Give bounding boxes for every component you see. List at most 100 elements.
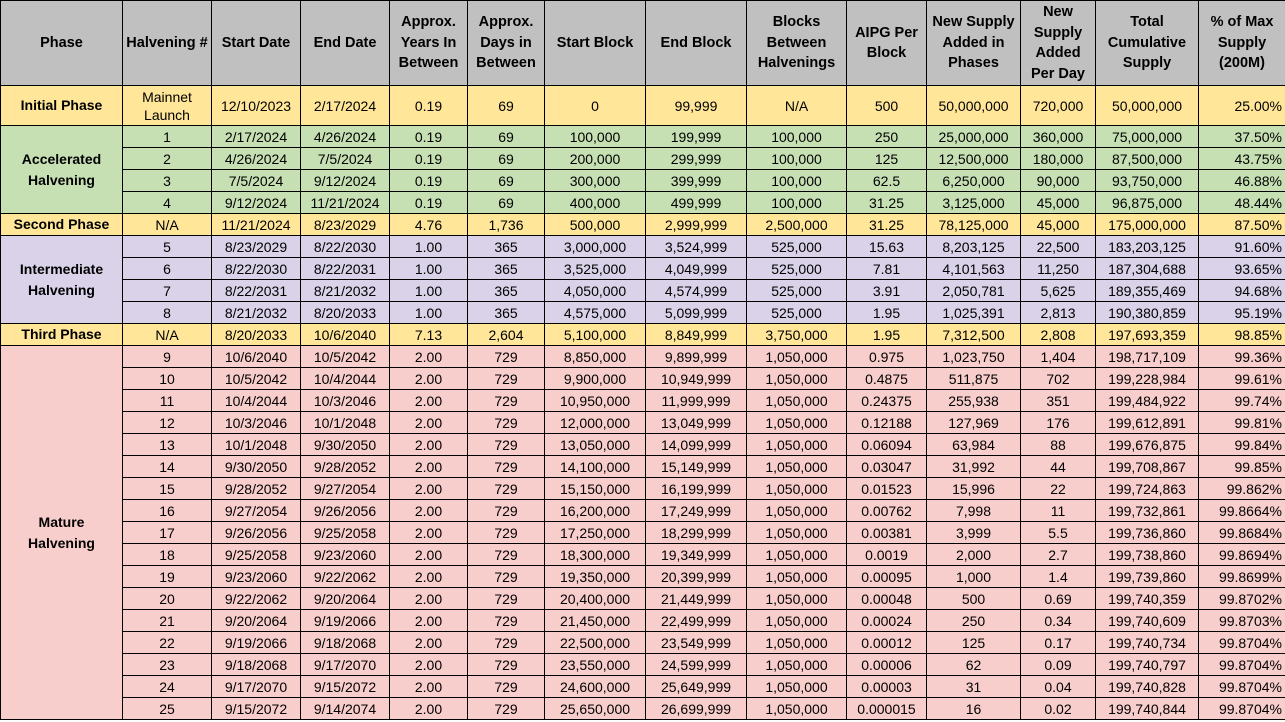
column-header: % of Max Supply (200M): [1198, 0, 1285, 86]
table-cell: 3,750,000: [746, 323, 847, 346]
table-cell: 8/21/2032: [300, 279, 390, 302]
table-cell: 46.88%: [1198, 169, 1285, 192]
table-cell: 1,050,000: [746, 389, 847, 412]
column-header: Blocks Between Halvenings: [746, 0, 847, 86]
table-cell: 18,299,999: [645, 521, 747, 544]
table-cell: 10: [122, 367, 212, 390]
table-cell: 8/23/2029: [300, 213, 390, 236]
table-cell: 17: [122, 521, 212, 544]
table-cell: 9/22/2062: [300, 565, 390, 588]
table-cell: 100,000: [544, 125, 646, 148]
table-cell: 25,650,000: [544, 697, 646, 720]
table-cell: 100,000: [746, 147, 847, 170]
table-cell: 360,000: [1020, 125, 1096, 148]
table-cell: 2.7: [1020, 543, 1096, 566]
table-cell: 1,050,000: [746, 455, 847, 478]
table-cell: 1,050,000: [746, 587, 847, 610]
table-row: 24 9/17/2070 9/15/2072 2.00 729 24,600,000 25,…: [1, 675, 1285, 698]
table-cell: 99.81%: [1198, 411, 1285, 434]
column-header: Start Date: [211, 0, 301, 86]
table-cell: 0.00095: [846, 565, 927, 588]
table-cell: 1.95: [846, 301, 927, 324]
table-cell: 99.8684%: [1198, 521, 1285, 544]
table-cell: 99.8704%: [1198, 631, 1285, 654]
table-cell: 69: [467, 85, 545, 126]
table-cell: 1.00: [389, 235, 468, 258]
table-cell: 2.00: [389, 455, 468, 478]
table-cell: 22,499,999: [645, 609, 747, 632]
table-cell: 2.00: [389, 675, 468, 698]
column-header: Total Cumulative Supply: [1095, 0, 1199, 86]
table-cell: 1,050,000: [746, 477, 847, 500]
table-cell: 199,676,875: [1095, 433, 1199, 456]
table-cell: 95.19%: [1198, 301, 1285, 324]
table-cell: 9/25/2058: [300, 521, 390, 544]
table-row: 22 9/19/2066 9/18/2068 2.00 729 22,500,000 23,…: [1, 631, 1285, 654]
table-cell: 1,023,750: [926, 345, 1021, 368]
table-cell: 5: [122, 235, 212, 258]
table-cell: 19: [122, 565, 212, 588]
table-cell: 365: [467, 279, 545, 302]
table-cell: 9/27/2054: [300, 477, 390, 500]
table-cell: 16: [122, 499, 212, 522]
table-cell: 729: [467, 433, 545, 456]
table-cell: 190,380,859: [1095, 301, 1199, 324]
table-cell: 11/21/2024: [211, 213, 301, 236]
table-cell: 22: [122, 631, 212, 654]
table-row: 19 9/23/2060 9/22/2062 2.00 729 19,350,000 20,…: [1, 565, 1285, 588]
table-cell: 1,000: [926, 565, 1021, 588]
table-cell: 0.01523: [846, 477, 927, 500]
table-cell: 2/17/2024: [211, 125, 301, 148]
table-cell: 4.76: [389, 213, 468, 236]
table-cell: 98.85%: [1198, 323, 1285, 346]
table-cell: 729: [467, 697, 545, 720]
table-cell: 2.00: [389, 345, 468, 368]
table-cell: 99,999: [645, 85, 747, 126]
table-cell: 2,000: [926, 543, 1021, 566]
table-cell: 9/12/2024: [300, 169, 390, 192]
table-cell: 87.50%: [1198, 213, 1285, 236]
column-header: New Supply Added Per Day: [1020, 0, 1096, 86]
table-cell: 12,500,000: [926, 147, 1021, 170]
table-row: 3 7/5/2024 9/12/2024 0.19 69 300,000 399,999 10…: [1, 169, 1285, 192]
table-cell: 99.8694%: [1198, 543, 1285, 566]
table-cell: 11: [122, 389, 212, 412]
table-cell: 199,724,863: [1095, 477, 1199, 500]
table-cell: 3,125,000: [926, 191, 1021, 214]
table-cell: 10/5/2042: [300, 345, 390, 368]
table-cell: 15,996: [926, 477, 1021, 500]
table-cell: 48.44%: [1198, 191, 1285, 214]
table-cell: 2.00: [389, 697, 468, 720]
table-row: Third Phase N/A 8/20/2033 10/6/2040 7.13 2,60…: [0, 323, 1285, 346]
table-cell: 12: [122, 411, 212, 434]
table-cell: 0.19: [389, 125, 468, 148]
table-cell: 2,999,999: [645, 213, 747, 236]
table-cell: 125: [926, 631, 1021, 654]
table-row: 23 9/18/2068 9/17/2070 2.00 729 23,550,000 24,…: [1, 653, 1285, 676]
table-cell: 99.8703%: [1198, 609, 1285, 632]
table-cell: 0.0019: [846, 543, 927, 566]
table-cell: 175,000,000: [1095, 213, 1199, 236]
table-cell: 9/28/2052: [300, 455, 390, 478]
table-cell: 199,736,860: [1095, 521, 1199, 544]
table-cell: 1.00: [389, 279, 468, 302]
table-cell: 24,600,000: [544, 675, 646, 698]
table-cell: 729: [467, 389, 545, 412]
table-cell: 14,099,999: [645, 433, 747, 456]
table-cell: 1.4: [1020, 565, 1096, 588]
table-cell: 0.69: [1020, 587, 1096, 610]
table-cell: 0.03047: [846, 455, 927, 478]
table-cell: 525,000: [746, 279, 847, 302]
table-cell: 0.00012: [846, 631, 927, 654]
table-cell: 729: [467, 543, 545, 566]
table-row: Initial Phase Mainnet Launch 12/10/2023 2/1…: [0, 85, 1285, 126]
table-row: 21 9/20/2064 9/19/2066 2.00 729 21,450,000 22,…: [1, 609, 1285, 632]
table-cell: 0.06094: [846, 433, 927, 456]
table-cell: 6,250,000: [926, 169, 1021, 192]
table-cell: 2.00: [389, 631, 468, 654]
table-cell: 94.68%: [1198, 279, 1285, 302]
table-row: 8 8/21/2032 8/20/2033 1.00 365 4,575,000 5,099…: [1, 301, 1285, 324]
table-cell: N/A: [122, 213, 212, 236]
table-row: 11 10/4/2044 10/3/2046 2.00 729 10,950,000 11,…: [1, 389, 1285, 412]
table-cell: 1,050,000: [746, 543, 847, 566]
